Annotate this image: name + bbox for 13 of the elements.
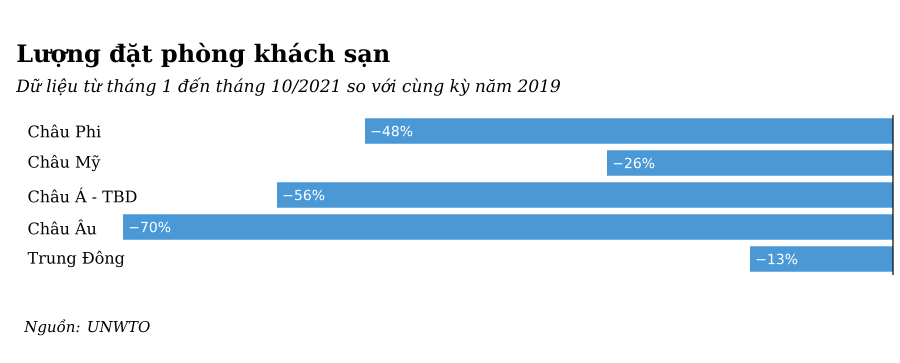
- data-label: −70%: [130, 222, 170, 232]
- y-tick-label: Châu Phi: [28, 124, 101, 138]
- chart-title: Lượng đặt phòng khách sạn: [17, 42, 390, 68]
- text: Nguồn: UNWTO: [24, 319, 150, 336]
- y-tick-label: Trung Đông: [28, 250, 124, 268]
- data-label: −56%: [284, 190, 324, 200]
- chart-subtitle: Dữ liệu từ tháng 1 đến tháng 10/2021 so với cùng kỳ năm 2019: [16, 78, 560, 96]
- data-label: −13%: [756, 254, 798, 264]
- y-tick-label: Châu Âu: [28, 219, 96, 235]
- y-tick-label: Châu Á - TBD: [28, 187, 136, 203]
- data-label: −48%: [372, 126, 412, 136]
- y-tick-label: Châu Mỹ: [28, 154, 100, 172]
- data-label: −26%: [614, 158, 654, 168]
